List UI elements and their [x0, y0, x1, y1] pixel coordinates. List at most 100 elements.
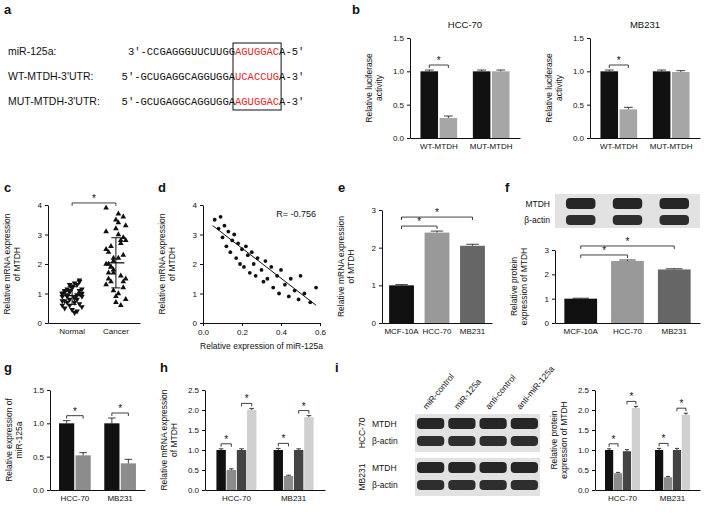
- blot-band: [480, 480, 507, 490]
- tick: 0: [372, 319, 382, 328]
- chart-panel: 012340.00.20.40.6Relative expression of …: [157, 180, 327, 351]
- point: [244, 244, 248, 248]
- tick: Normal: [59, 323, 85, 336]
- axis-line: [556, 323, 701, 324]
- tick-label: 1: [545, 295, 550, 304]
- tick-label: 4: [38, 201, 43, 210]
- point: [238, 262, 242, 266]
- y-axis-title-line: activity: [554, 74, 564, 101]
- blot-row-label: MTDH: [525, 199, 550, 209]
- axis-line: [410, 39, 411, 139]
- tick-label: MB231: [281, 494, 307, 503]
- tick-mark: [242, 323, 243, 326]
- tick-mark: [592, 450, 595, 451]
- bar: [440, 118, 458, 138]
- tick-mark: [45, 264, 48, 265]
- significance-label: *: [224, 434, 228, 445]
- point: [219, 215, 223, 219]
- panel-label: d: [158, 180, 166, 195]
- sequence-label: miR-125a:: [8, 45, 56, 57]
- blot-band: [417, 480, 444, 490]
- y-axis-title: Relative luciferaseactivity: [364, 53, 384, 123]
- point: [113, 225, 119, 230]
- significance-label: *: [281, 433, 285, 444]
- point: [59, 299, 65, 304]
- tick: 3: [193, 231, 203, 240]
- bar: [673, 450, 681, 490]
- significance-label: *: [602, 245, 606, 256]
- point: [108, 278, 114, 283]
- blot-band: [480, 436, 507, 446]
- y-axis-title: Relative mRNA expressionof MTDH: [159, 389, 179, 490]
- blot-row-label: β-actin: [524, 215, 550, 225]
- tick: 0.0: [573, 134, 590, 143]
- tick: 2: [372, 244, 382, 253]
- point: [118, 273, 124, 278]
- tick-label: 2: [193, 260, 198, 269]
- tick: 0.0: [33, 486, 50, 495]
- point: [103, 228, 109, 233]
- tick: MB231: [662, 323, 688, 336]
- tick-label: 1.0: [188, 446, 200, 455]
- tick: 2: [545, 270, 555, 279]
- sequence-match: UCACCUG: [235, 71, 279, 83]
- point: [79, 287, 85, 292]
- blot-band: [566, 215, 595, 225]
- blot-band: [417, 436, 444, 446]
- sequence-label: WT-MTDH-3'UTR:: [8, 70, 93, 82]
- tick: 1.0: [188, 446, 205, 455]
- tick-label: 3: [193, 231, 198, 240]
- bar: [227, 470, 236, 490]
- blot-row-label: MTDH: [372, 419, 397, 429]
- axis-line: [591, 138, 701, 139]
- figure: amiR-125a:3'-CCGAGGGUUCUUGGAGUGGACA-5'WT…: [0, 0, 709, 530]
- tick-label: 2: [545, 270, 550, 279]
- tick-mark: [202, 410, 205, 411]
- tick-mark: [202, 490, 205, 491]
- point: [269, 265, 273, 269]
- blot-band: [448, 436, 475, 446]
- tick-mark: [200, 205, 203, 206]
- panel-label: e: [338, 180, 345, 195]
- tick-mark: [379, 285, 382, 286]
- bar: [620, 109, 638, 138]
- bar: [611, 261, 644, 323]
- error-bar: [616, 472, 620, 474]
- error-bar: [63, 421, 71, 424]
- tick-label: MB231: [107, 494, 133, 503]
- tick-label: 0.5: [393, 101, 405, 110]
- tick: 2.0: [188, 406, 205, 415]
- plot-area: [213, 215, 318, 305]
- blot-band: [660, 215, 689, 225]
- tick: 3: [545, 246, 555, 255]
- y-axis-title-line: Relative protein: [509, 257, 519, 316]
- y-axis-title: Relative mRNA expressionof MTDH: [157, 213, 177, 314]
- blot-band: [660, 198, 689, 209]
- error-bar: [239, 449, 244, 450]
- y-axis-title-line: Relative luciferase: [364, 53, 374, 123]
- point: [262, 280, 266, 284]
- error-bar: [625, 450, 629, 452]
- blot-band: [511, 480, 538, 490]
- sequence: A-5': [279, 46, 304, 58]
- significance-label: *: [437, 55, 441, 66]
- tick-label: 2: [372, 244, 377, 253]
- point: [120, 214, 126, 219]
- y-axis: 0123: [545, 246, 556, 328]
- tick-label: 2.5: [578, 386, 590, 395]
- error-bar: [307, 416, 312, 418]
- tick-mark: [202, 430, 205, 431]
- point: [234, 256, 238, 260]
- tick-mark: [200, 323, 203, 324]
- point: [120, 252, 126, 257]
- bar: [284, 476, 293, 490]
- y-axis: 01234: [38, 201, 49, 328]
- tick: HCC-70: [423, 323, 452, 336]
- point: [108, 243, 114, 248]
- tick: WT-MTDH: [420, 138, 458, 151]
- tick: 1.0: [578, 446, 595, 455]
- error-bar: [657, 70, 666, 71]
- tick-mark: [592, 390, 595, 391]
- tick: HCC-70: [608, 490, 637, 503]
- tick: Cancer: [103, 323, 129, 336]
